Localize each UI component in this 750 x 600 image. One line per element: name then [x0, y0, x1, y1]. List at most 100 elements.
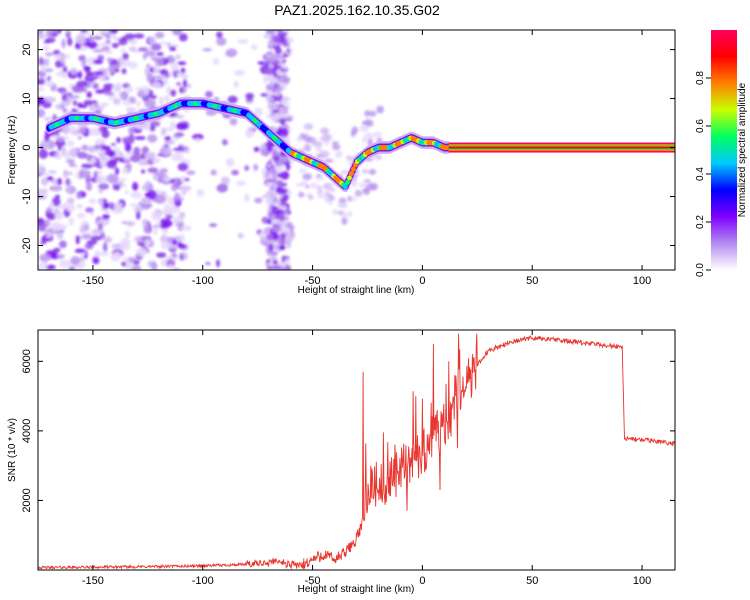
noise-blob [316, 192, 327, 199]
noise-blob [323, 182, 332, 190]
noise-blob [302, 173, 313, 181]
x-tick-label: -150 [82, 275, 104, 287]
snr-x-axis-label: Height of straight line (km) [298, 584, 415, 595]
noise-blob [118, 37, 129, 44]
noise-blob [81, 58, 87, 68]
noise-blob [111, 42, 119, 49]
noise-blob [176, 114, 185, 119]
noise-blob [38, 87, 45, 92]
noise-blob [154, 194, 166, 204]
noise-blob [372, 132, 383, 138]
noise-blob [160, 127, 167, 136]
noise-blob [229, 118, 238, 126]
noise-blob [272, 53, 281, 58]
noise-blob [43, 40, 51, 44]
noise-blob [65, 96, 75, 100]
noise-blob [173, 185, 182, 190]
noise-blob [98, 125, 105, 133]
noise-blob [144, 98, 156, 109]
snr-ticks: -150 -100 -50 0 50 100 2000 4000 6000 [21, 330, 675, 587]
noise-blob [76, 80, 89, 87]
noise-blob [85, 71, 93, 76]
noise-blob [160, 147, 173, 156]
noise-blob [77, 70, 83, 79]
noise-blob [170, 89, 177, 97]
noise-blob [147, 134, 158, 143]
noise-blob [164, 94, 171, 104]
noise-blob [350, 196, 357, 202]
noise-blob [45, 30, 53, 38]
noise-blob [101, 102, 110, 107]
noise-blob [298, 168, 307, 174]
noise-blob [276, 172, 285, 178]
noise-blob [60, 59, 66, 64]
noise-blob [266, 90, 273, 97]
noise-blob [68, 217, 75, 226]
noise-blob [98, 188, 104, 194]
noise-blob [95, 106, 104, 111]
noise-blob [110, 253, 121, 262]
noise-blob [138, 159, 150, 166]
noise-blob [179, 86, 184, 94]
noise-blob [76, 212, 86, 219]
noise-blob [184, 177, 190, 182]
noise-blob [113, 202, 123, 210]
noise-blob [196, 188, 205, 197]
noise-blob [93, 171, 98, 178]
noise-blob [262, 176, 268, 180]
noise-blob [70, 67, 78, 75]
noise-blob [141, 146, 149, 154]
noise-blob [109, 30, 118, 35]
noise-blob [155, 57, 164, 67]
noise-blob [38, 79, 45, 85]
noise-blob [179, 185, 192, 192]
noise-blob [151, 81, 162, 89]
noise-blob [210, 169, 217, 176]
noise-blob [38, 33, 47, 40]
noise-blob [167, 236, 175, 241]
noise-blob [86, 91, 92, 98]
noise-blob [216, 31, 223, 39]
noise-blob [145, 180, 150, 189]
noise-blob [97, 54, 105, 61]
noise-blob [323, 127, 328, 136]
noise-blob [53, 53, 64, 61]
noise-blob [153, 226, 158, 236]
noise-blob [92, 49, 105, 53]
noise-blob [269, 41, 280, 47]
noise-blob [114, 167, 120, 176]
noise-blob [280, 266, 287, 270]
noise-blob [273, 112, 283, 120]
noise-blob [75, 235, 80, 245]
noise-blob [267, 206, 272, 214]
noise-blob [362, 187, 371, 196]
noise-blob [38, 30, 44, 33]
noise-blob [278, 107, 287, 114]
colorbar-tick-label: 0.2 [695, 215, 706, 229]
noise-blob [86, 239, 98, 245]
noise-blob [171, 30, 183, 36]
noise-blob [152, 75, 165, 79]
snr-plot-area [38, 333, 675, 570]
ridge-core [345, 179, 350, 185]
x-tick-label: 0 [419, 575, 425, 587]
noise-blob [339, 212, 349, 218]
noise-blob [159, 235, 169, 244]
noise-blob [119, 242, 131, 251]
noise-blob [99, 251, 110, 256]
noise-blob [164, 214, 174, 220]
noise-blob [59, 62, 66, 67]
x-tick-label: 100 [633, 275, 651, 287]
noise-blob [87, 145, 97, 152]
noise-blob [158, 41, 169, 45]
noise-blob [259, 232, 269, 239]
noise-blob [106, 160, 117, 169]
x-tick-label: 50 [526, 275, 538, 287]
noise-blob [236, 180, 247, 186]
noise-blob [52, 49, 61, 56]
noise-blob [300, 180, 309, 187]
noise-blob [101, 46, 111, 52]
colorbar-tick-label: 0.0 [695, 263, 706, 277]
noise-blob [216, 259, 221, 268]
noise-blob [142, 53, 147, 60]
